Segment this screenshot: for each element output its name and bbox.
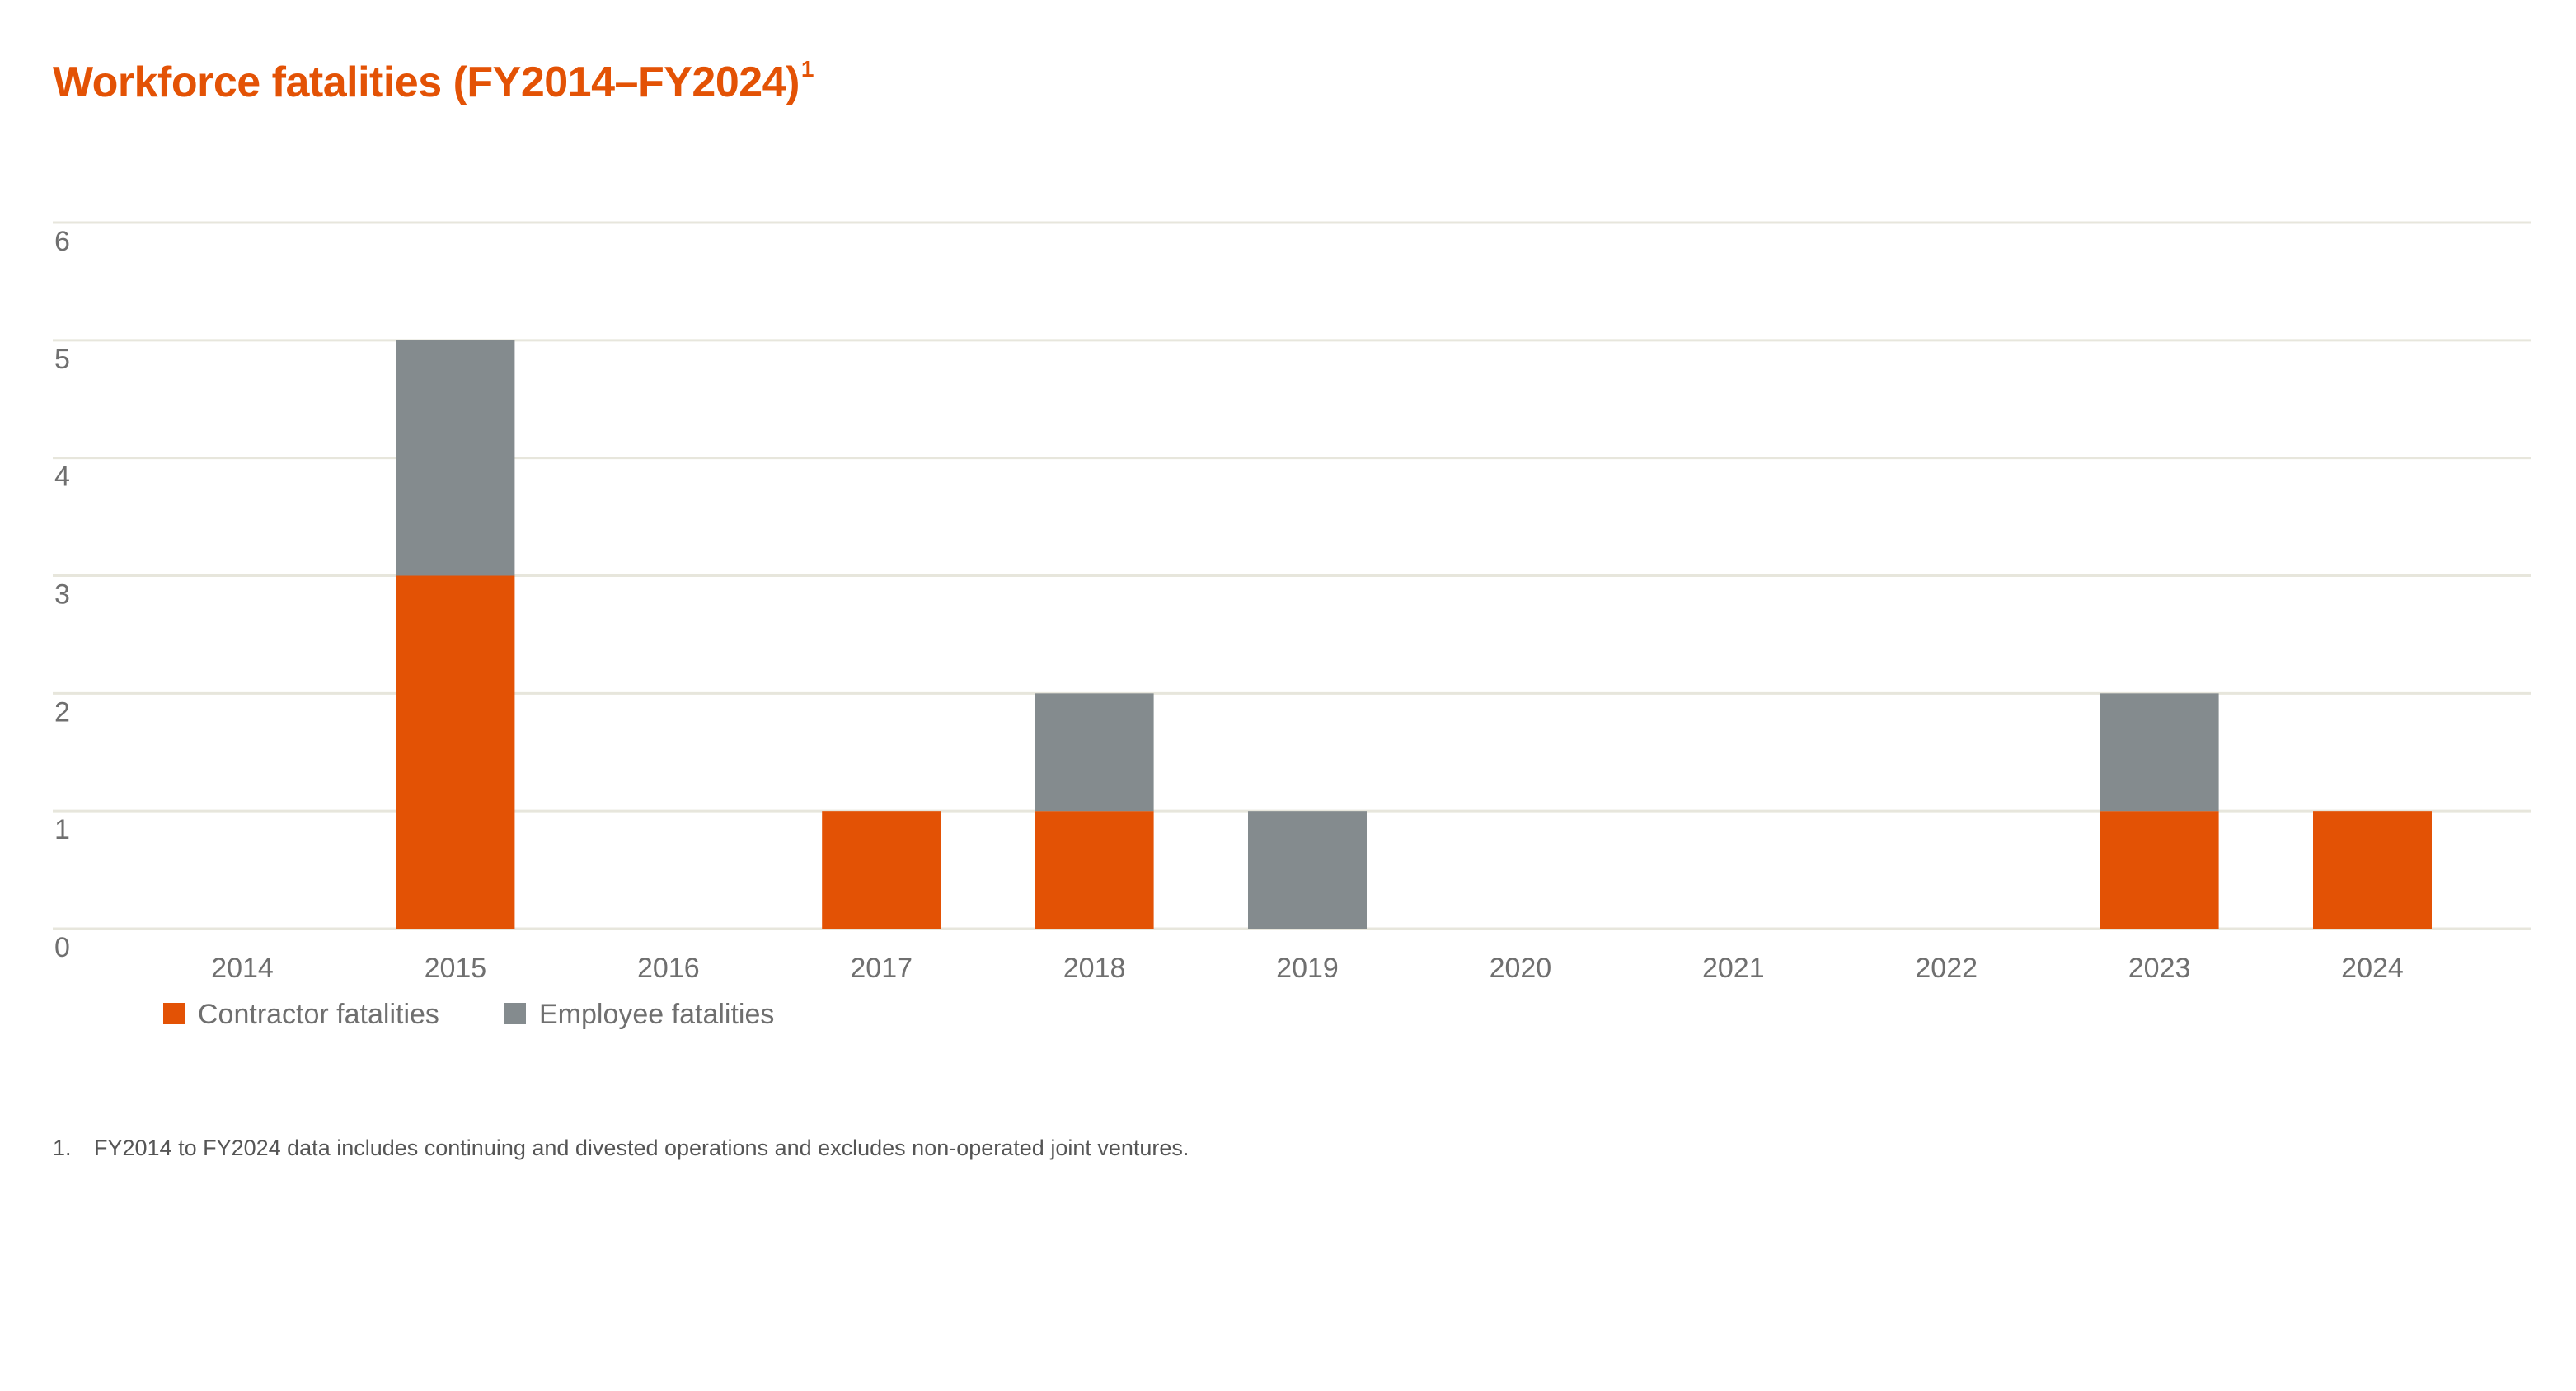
y-tick-label: 2 xyxy=(54,696,70,728)
x-tick-label: 2024 xyxy=(2341,953,2404,984)
bar-employee xyxy=(2100,693,2219,812)
bar-contractor xyxy=(396,575,515,929)
bar-employee xyxy=(396,340,515,576)
chart-title: Workforce fatalities (FY2014–FY2024)1 xyxy=(53,55,814,107)
footnote-text: FY2014 to FY2024 data includes continuin… xyxy=(94,1136,1189,1160)
y-tick-label: 0 xyxy=(54,932,70,963)
x-tick-label: 2015 xyxy=(425,953,487,984)
x-tick-label: 2022 xyxy=(1915,953,1978,984)
footnote-marker: 1. xyxy=(53,1136,72,1160)
bar-contractor xyxy=(1035,811,1154,929)
x-tick-label: 2018 xyxy=(1063,953,1126,984)
y-tick-label: 6 xyxy=(54,226,70,257)
bar-employee xyxy=(1035,693,1154,812)
y-tick-label: 3 xyxy=(54,579,70,611)
x-tick-label: 2021 xyxy=(1702,953,1765,984)
legend: Contractor fatalities Employee fatalities xyxy=(163,999,774,1030)
x-tick-label: 2014 xyxy=(211,953,274,984)
bar-contractor xyxy=(2313,811,2432,929)
footnote: 1. FY2014 to FY2024 data includes continu… xyxy=(53,1136,1189,1161)
bar-contractor xyxy=(2100,811,2219,929)
y-tick-label: 5 xyxy=(54,344,70,375)
x-tick-label: 2023 xyxy=(2128,953,2191,984)
bar-contractor xyxy=(822,811,941,929)
title-footnote-marker: 1 xyxy=(800,55,814,82)
x-axis: 2014 2015 2016 2017 2018 2019 2020 2021 2022 2023… xyxy=(211,953,2404,984)
x-tick-label: 2016 xyxy=(637,953,700,984)
x-tick-label: 2017 xyxy=(850,953,913,984)
legend-label-employee: Employee fatalities xyxy=(539,999,774,1030)
bar-employee xyxy=(1248,811,1367,929)
x-tick-label: 2019 xyxy=(1276,953,1339,984)
legend-swatch-employee xyxy=(504,1003,526,1024)
y-axis: 0 1 2 3 4 5 6 xyxy=(54,226,70,963)
bars xyxy=(396,340,2432,929)
legend-label-contractor: Contractor fatalities xyxy=(198,999,439,1030)
y-tick-label: 1 xyxy=(54,814,70,845)
y-tick-label: 4 xyxy=(54,461,70,493)
chart-title-text: Workforce fatalities (FY2014–FY2024) xyxy=(53,59,800,106)
legend-swatch-contractor xyxy=(163,1003,185,1024)
x-tick-label: 2020 xyxy=(1490,953,1552,984)
